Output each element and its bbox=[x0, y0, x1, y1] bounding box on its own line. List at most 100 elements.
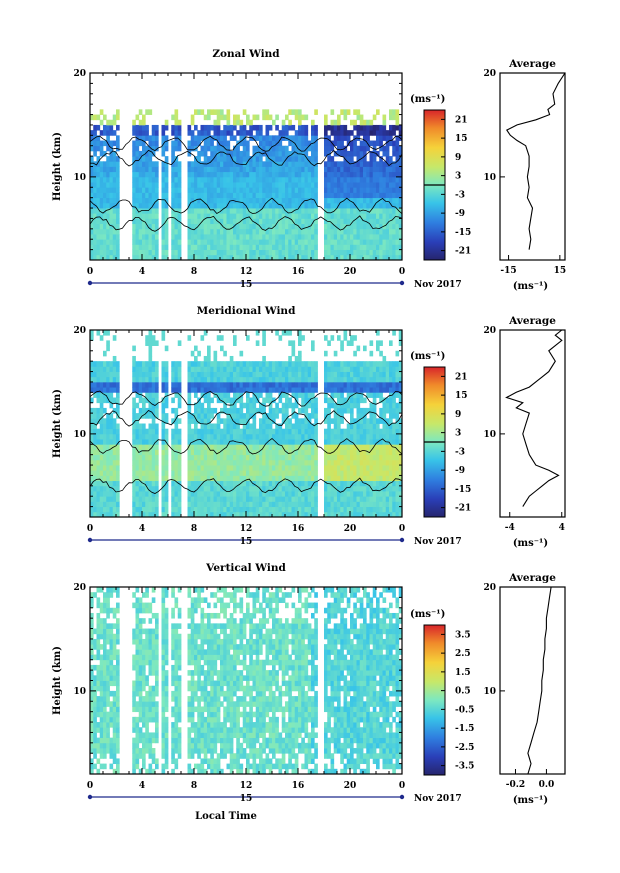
heatmap-cell bbox=[93, 371, 97, 378]
heatmap-cell bbox=[340, 166, 344, 173]
heatmap-cell bbox=[268, 485, 273, 492]
heatmap-cell bbox=[155, 176, 159, 183]
heatmap-cell bbox=[132, 208, 136, 214]
heatmap-cell bbox=[249, 413, 253, 419]
heatmap-cell bbox=[236, 376, 240, 383]
heatmap-cell bbox=[174, 223, 179, 230]
heatmap-cell bbox=[272, 176, 276, 183]
heatmap-cell bbox=[213, 511, 218, 518]
heatmap-cell bbox=[346, 340, 351, 346]
heatmap-cell bbox=[155, 208, 159, 214]
heatmap-cell bbox=[229, 413, 234, 419]
heatmap-cell bbox=[116, 213, 120, 219]
heatmap-cell bbox=[311, 485, 315, 492]
heatmap-cell bbox=[148, 480, 153, 487]
heatmap-cell bbox=[233, 156, 237, 162]
heatmap-cell bbox=[268, 171, 273, 178]
heatmap-cell bbox=[239, 371, 244, 378]
heatmap-cell bbox=[223, 381, 227, 388]
heatmap-cell bbox=[239, 387, 244, 393]
heatmap-cell bbox=[327, 418, 331, 424]
heatmap-cell bbox=[272, 192, 276, 199]
heatmap-cell bbox=[363, 161, 367, 167]
heatmap-cell bbox=[324, 371, 328, 378]
heatmap-cell bbox=[395, 150, 400, 157]
heatmap-cell bbox=[301, 496, 305, 502]
heatmap-cell bbox=[314, 140, 318, 147]
heatmap-cell bbox=[343, 371, 348, 378]
heatmap-cell bbox=[255, 156, 260, 162]
heatmap-cell bbox=[161, 381, 166, 388]
heatmap-cell bbox=[307, 202, 312, 209]
heatmap-cell bbox=[307, 192, 312, 199]
heatmap-cell bbox=[207, 244, 211, 251]
heatmap-cell bbox=[174, 361, 179, 367]
heatmap-cell bbox=[90, 330, 94, 336]
heatmap-cell bbox=[366, 459, 370, 466]
heatmap-cell bbox=[242, 501, 247, 508]
heatmap-cell bbox=[288, 244, 292, 251]
heatmap-cell bbox=[142, 145, 146, 152]
heatmap-cell bbox=[363, 444, 367, 450]
heatmap-cell bbox=[278, 480, 283, 487]
heatmap-cell bbox=[372, 387, 377, 393]
heatmap-cell bbox=[298, 171, 302, 178]
heatmap-cell bbox=[249, 423, 253, 430]
heatmap-cell bbox=[346, 176, 351, 183]
heatmap-cell bbox=[203, 361, 208, 367]
heatmap-cell bbox=[330, 192, 335, 199]
heatmap-cell bbox=[213, 366, 218, 372]
heatmap-cell bbox=[291, 392, 296, 398]
heatmap-cell bbox=[242, 428, 247, 435]
heatmap-cell bbox=[132, 355, 136, 362]
heatmap-cell bbox=[112, 381, 117, 388]
heatmap-cell bbox=[389, 491, 393, 497]
heatmap-cell bbox=[93, 501, 97, 508]
heatmap-cell bbox=[389, 228, 393, 235]
heatmap-cell bbox=[132, 428, 136, 435]
heatmap-cell bbox=[96, 413, 101, 419]
heatmap-cell bbox=[356, 423, 361, 430]
heatmap-cell bbox=[177, 366, 182, 372]
heatmap-cell bbox=[213, 350, 218, 357]
heatmap-cell bbox=[327, 413, 331, 419]
heatmap-cell bbox=[252, 381, 257, 388]
heatmap-cell bbox=[372, 511, 377, 518]
heatmap-cell bbox=[272, 254, 276, 261]
heatmap-cell bbox=[151, 423, 156, 430]
heatmap-cell bbox=[138, 387, 143, 393]
heatmap-cell bbox=[252, 223, 257, 230]
heatmap-cell bbox=[291, 228, 296, 235]
heatmap-cell bbox=[337, 119, 341, 126]
heatmap-cell bbox=[249, 234, 253, 240]
heatmap-cell bbox=[382, 413, 387, 419]
heatmap-cell bbox=[190, 166, 195, 173]
heatmap-cell bbox=[109, 150, 114, 157]
heatmap-cell bbox=[200, 366, 205, 372]
heatmap-cell bbox=[392, 439, 396, 445]
heatmap-cell bbox=[285, 187, 289, 193]
heatmap-cell bbox=[223, 428, 227, 435]
heatmap-cell bbox=[151, 444, 156, 450]
heatmap-cell bbox=[103, 361, 107, 367]
heatmap-cell bbox=[285, 387, 289, 393]
heatmap-cell bbox=[275, 470, 279, 476]
heatmap-cell bbox=[301, 114, 305, 121]
heatmap-cell bbox=[213, 475, 218, 482]
heatmap-cell bbox=[398, 459, 403, 466]
heatmap-cell bbox=[340, 511, 344, 518]
heatmap-cell bbox=[259, 381, 263, 388]
heatmap-cell bbox=[359, 506, 364, 513]
heatmap-cell bbox=[223, 176, 227, 183]
heatmap-cell bbox=[171, 407, 175, 414]
heatmap-cell bbox=[90, 176, 94, 183]
heatmap-cell bbox=[268, 381, 273, 388]
heatmap-cell bbox=[236, 449, 240, 456]
heatmap-cell bbox=[385, 459, 390, 466]
heatmap-cell bbox=[314, 176, 318, 183]
heatmap-cell bbox=[311, 407, 315, 414]
heatmap-cell bbox=[324, 506, 328, 513]
heatmap-cell bbox=[294, 223, 299, 230]
heatmap-cell bbox=[369, 439, 374, 445]
heatmap-cell bbox=[268, 371, 273, 378]
